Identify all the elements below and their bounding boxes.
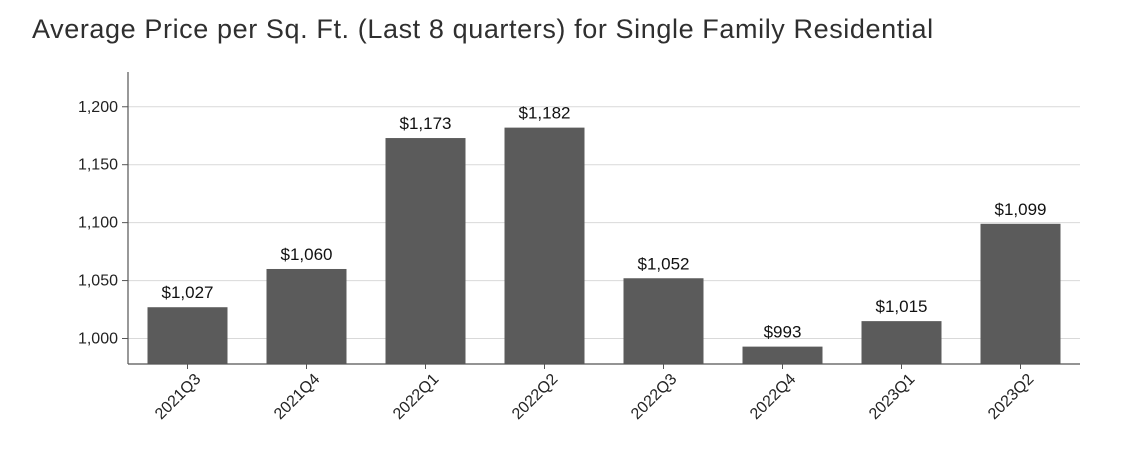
axes: [122, 72, 1080, 369]
data-label: $1,060: [281, 245, 333, 264]
x-tick-label: 2023Q2: [985, 371, 1037, 423]
bar: [980, 223, 1061, 364]
x-tick-label: 2022Q4: [747, 371, 799, 423]
chart-title: Average Price per Sq. Ft. (Last 8 quarte…: [32, 14, 934, 44]
bar: [623, 278, 704, 364]
y-tick-label: 1,200: [78, 99, 118, 116]
x-tick-label: 2022Q3: [628, 371, 680, 423]
data-label: $1,099: [995, 200, 1047, 219]
bar: [147, 307, 228, 364]
y-tick-label: 1,100: [78, 215, 118, 232]
bar: [861, 321, 942, 364]
bar: [742, 346, 823, 364]
bars: [147, 127, 1061, 364]
bar: [266, 268, 347, 364]
data-label: $1,027: [162, 283, 214, 302]
data-label: $1,015: [876, 297, 928, 316]
data-label: $1,052: [638, 254, 690, 273]
bar: [504, 127, 585, 364]
y-tick-label: 1,000: [78, 331, 118, 348]
data-label: $1,173: [400, 114, 452, 133]
x-tick-label: 2021Q4: [271, 371, 323, 423]
y-tick-label: 1,050: [78, 273, 118, 290]
data-label: $1,182: [519, 104, 571, 123]
data-label: $993: [764, 323, 802, 342]
x-tick-label: 2023Q1: [866, 371, 918, 423]
x-tick-label: 2022Q2: [509, 371, 561, 423]
y-tick-label: 1,150: [78, 157, 118, 174]
bar: [385, 138, 466, 364]
x-tick-label: 2021Q3: [152, 371, 204, 423]
x-tick-label: 2022Q1: [390, 371, 442, 423]
